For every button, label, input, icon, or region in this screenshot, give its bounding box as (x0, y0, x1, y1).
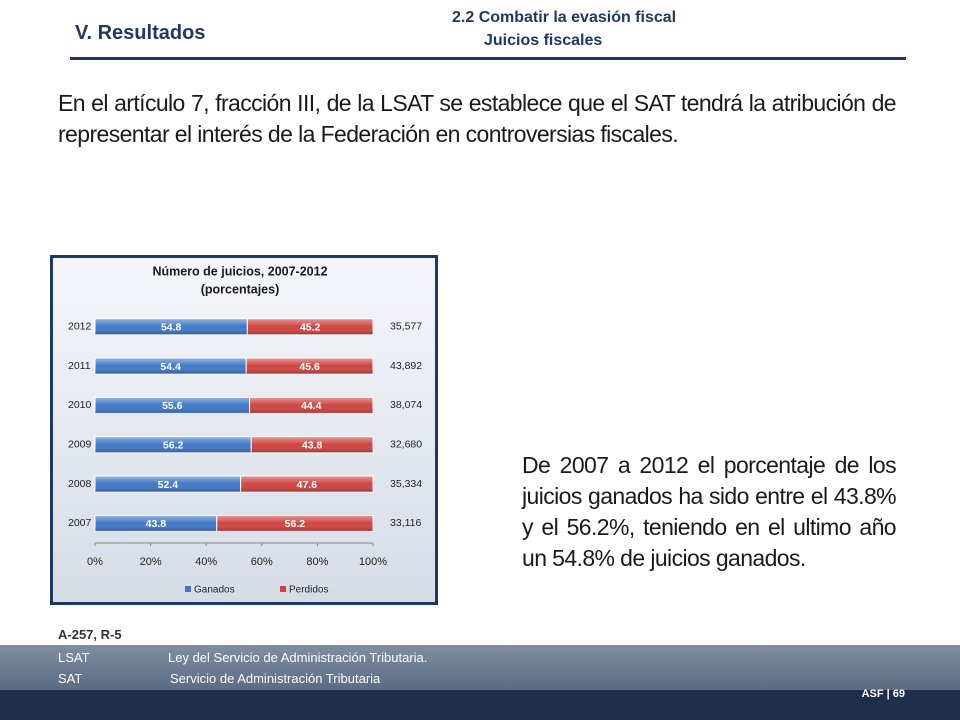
data-label: 45.6 (299, 361, 320, 373)
intro-text: En el artículo 7, fracción III, de la LS… (58, 90, 897, 147)
chart: Número de juicios, 2007-2012 (porcentaje… (50, 255, 438, 605)
glossary-definition: Ley del Servicio de Administración Tribu… (168, 650, 428, 665)
chart-title: Número de juicios, 2007-2012 (152, 264, 327, 278)
total-label: 32,680 (390, 438, 422, 450)
data-label: 52.4 (158, 479, 179, 491)
x-tick-label: 0% (87, 556, 103, 568)
footer-strip (0, 690, 960, 720)
bar-shade (247, 318, 373, 335)
bar-shade (251, 436, 373, 453)
data-label: 54.8 (161, 321, 182, 333)
data-label: 45.2 (300, 321, 321, 333)
total-label: 35,334 (390, 478, 422, 490)
x-tick-label: 40% (195, 556, 217, 568)
bar-shade (95, 436, 252, 453)
data-label: 56.2 (285, 518, 306, 530)
y-tick-label: 2012 (68, 320, 92, 332)
data-label: 43.8 (146, 518, 167, 530)
x-tick-label: 20% (140, 556, 162, 568)
glossary-term: SAT (58, 671, 83, 686)
section-title: V. Resultados (75, 22, 206, 44)
data-label: 44.4 (301, 400, 322, 412)
bar-shade (95, 397, 250, 414)
total-label: 35,577 (390, 320, 422, 332)
data-label: 56.2 (163, 439, 184, 451)
data-label: 43.8 (302, 439, 323, 451)
chart-frame (50, 255, 438, 605)
data-label: 47.6 (297, 479, 318, 491)
bar-shade (95, 515, 217, 532)
bar-shade (95, 358, 247, 374)
data-label: 54.4 (160, 361, 181, 373)
topic: 2.2 Combatir la evasión fiscal (452, 9, 677, 26)
y-tick-label: 2011 (68, 360, 91, 372)
bar-shade (95, 476, 241, 492)
glossary-term: LSAT (58, 650, 90, 665)
page-number: ASF | 69 (861, 688, 905, 700)
x-tick-label: 60% (251, 556, 273, 568)
legend-swatch (280, 586, 286, 592)
subtopic: Juicios fiscales (484, 32, 603, 49)
bar-shade (216, 515, 373, 532)
chart-subtitle: (porcentajes) (201, 282, 280, 296)
legend-label: Perdidos (289, 585, 328, 596)
bar-shade (249, 397, 373, 414)
total-label: 43,892 (390, 360, 422, 372)
x-tick-label: 80% (306, 556, 328, 568)
bar-shade (95, 318, 248, 335)
x-tick-label: 100% (359, 556, 387, 568)
footer-band (0, 645, 960, 690)
data-label: 55.6 (162, 400, 183, 412)
bar-shade (246, 358, 373, 374)
total-label: 38,074 (390, 399, 422, 411)
header-rule (70, 57, 906, 60)
summary-text: De 2007 a 2012 el porcentaje de los juic… (522, 452, 897, 571)
bar-shade (240, 476, 373, 492)
legend-swatch (185, 586, 191, 592)
y-tick-label: 2009 (68, 438, 92, 450)
total-label: 33,116 (390, 517, 421, 529)
y-tick-label: 2007 (68, 517, 92, 529)
legend-label: Ganados (194, 585, 235, 596)
reference: A-257, R-5 (58, 627, 122, 642)
y-tick-label: 2010 (68, 399, 92, 411)
glossary-definition: Servicio de Administración Tributaria (170, 671, 381, 686)
y-tick-label: 2008 (68, 478, 92, 490)
